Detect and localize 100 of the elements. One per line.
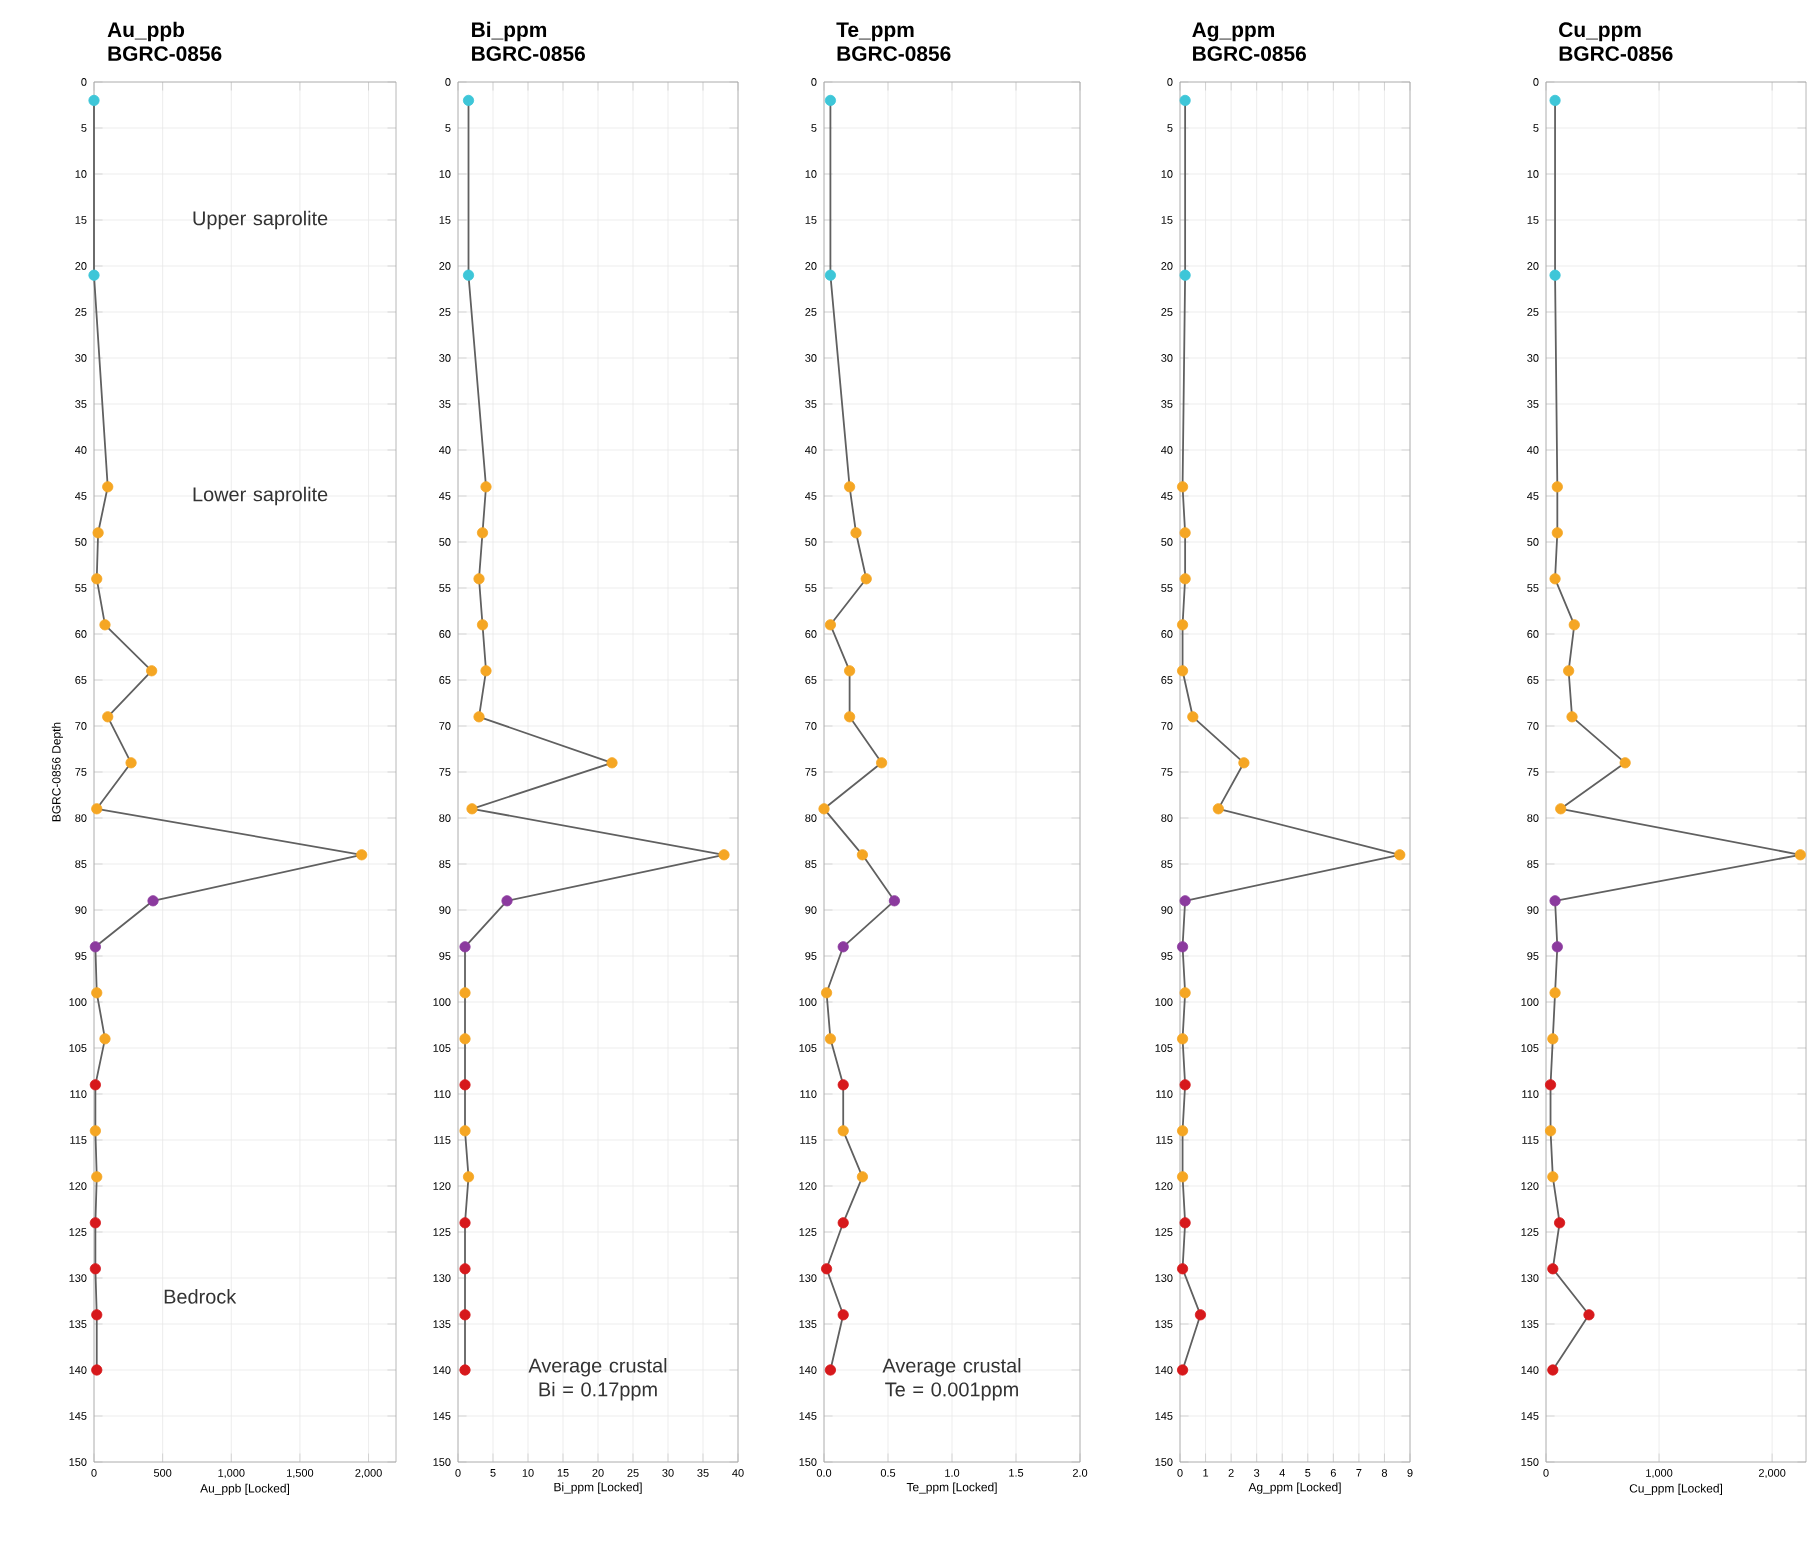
point bbox=[89, 1263, 101, 1275]
point bbox=[856, 849, 868, 861]
point bbox=[1179, 527, 1191, 539]
point bbox=[459, 1217, 471, 1229]
point bbox=[1549, 269, 1561, 281]
point bbox=[844, 665, 856, 677]
point bbox=[102, 711, 114, 723]
point bbox=[1179, 573, 1191, 585]
point bbox=[1176, 619, 1189, 631]
point bbox=[459, 941, 471, 953]
point bbox=[147, 895, 159, 907]
point bbox=[459, 1033, 471, 1045]
chart-subtitle: BGRC-0856 bbox=[1559, 46, 1673, 62]
chart-subtitle: BGRC-0856 bbox=[472, 46, 585, 62]
point bbox=[88, 269, 100, 281]
point bbox=[1179, 987, 1191, 999]
point bbox=[1176, 1171, 1189, 1183]
point bbox=[1238, 757, 1250, 769]
annotation: Average crustal Te = 0.001ppm bbox=[882, 1357, 1021, 1401]
chart-title: Cu_ppm bbox=[1559, 22, 1641, 42]
point bbox=[818, 803, 830, 815]
point bbox=[1194, 1309, 1207, 1321]
point bbox=[1544, 1079, 1557, 1091]
point bbox=[1179, 1079, 1191, 1091]
chart-title: Bi_ppm bbox=[472, 21, 547, 42]
point bbox=[89, 1079, 101, 1091]
point bbox=[88, 94, 100, 106]
point bbox=[1212, 803, 1224, 815]
point bbox=[459, 1364, 471, 1376]
point bbox=[1549, 94, 1561, 106]
point bbox=[462, 269, 475, 281]
point bbox=[844, 481, 856, 493]
point bbox=[476, 619, 489, 631]
point bbox=[824, 1033, 836, 1045]
chart-title: Te_ppm bbox=[836, 22, 914, 42]
point bbox=[824, 94, 836, 106]
point bbox=[1551, 527, 1563, 539]
point bbox=[473, 711, 485, 723]
point bbox=[473, 573, 485, 585]
point bbox=[856, 1171, 868, 1183]
point bbox=[91, 573, 103, 585]
point bbox=[1176, 1125, 1189, 1137]
point bbox=[89, 1217, 101, 1229]
point bbox=[1179, 1217, 1191, 1229]
point bbox=[1176, 665, 1189, 677]
point bbox=[1544, 1125, 1557, 1137]
point bbox=[1394, 849, 1406, 861]
annotation: Bedrock bbox=[164, 1289, 237, 1304]
point bbox=[824, 269, 836, 281]
point bbox=[102, 481, 114, 493]
point bbox=[1566, 711, 1578, 723]
point bbox=[876, 757, 888, 769]
point bbox=[1176, 481, 1189, 493]
point bbox=[146, 665, 158, 677]
point bbox=[718, 849, 730, 861]
point bbox=[1547, 1263, 1559, 1275]
chart-subtitle: BGRC-0856 bbox=[1193, 46, 1306, 62]
chart-subtitle: BGRC-0856 bbox=[108, 46, 222, 62]
point bbox=[356, 849, 368, 861]
point bbox=[850, 527, 862, 539]
annotation: Lower saprolite bbox=[193, 486, 328, 506]
point bbox=[459, 1309, 471, 1321]
annotation: Upper saprolite bbox=[193, 210, 328, 230]
point bbox=[837, 1079, 849, 1091]
point bbox=[1187, 711, 1199, 723]
point bbox=[1547, 1364, 1559, 1376]
point bbox=[99, 1033, 111, 1045]
point bbox=[91, 987, 103, 999]
point bbox=[459, 1125, 471, 1137]
point bbox=[91, 1309, 103, 1321]
point bbox=[1555, 803, 1567, 815]
point bbox=[824, 619, 836, 631]
point bbox=[820, 987, 833, 999]
chart-title: Ag_ppm bbox=[1192, 22, 1275, 42]
point bbox=[1176, 1033, 1189, 1045]
point bbox=[1176, 941, 1189, 953]
point bbox=[837, 941, 849, 953]
point bbox=[99, 619, 111, 631]
point bbox=[91, 1364, 103, 1376]
point bbox=[844, 711, 856, 723]
point bbox=[820, 1263, 833, 1275]
point bbox=[1563, 665, 1575, 677]
point bbox=[1554, 1217, 1566, 1229]
point bbox=[459, 1079, 471, 1091]
point bbox=[89, 941, 101, 953]
point bbox=[606, 757, 618, 769]
chart-subtitle: BGRC-0856 bbox=[837, 46, 951, 62]
point bbox=[837, 1309, 849, 1321]
point bbox=[1179, 94, 1191, 106]
point bbox=[824, 1364, 836, 1376]
point bbox=[462, 1171, 475, 1183]
point bbox=[1549, 895, 1561, 907]
point bbox=[1179, 895, 1191, 907]
point bbox=[837, 1217, 849, 1229]
point bbox=[1547, 1033, 1559, 1045]
point bbox=[466, 803, 478, 815]
point bbox=[837, 1125, 849, 1137]
point bbox=[91, 803, 103, 815]
point bbox=[89, 1125, 101, 1137]
point bbox=[501, 895, 513, 907]
